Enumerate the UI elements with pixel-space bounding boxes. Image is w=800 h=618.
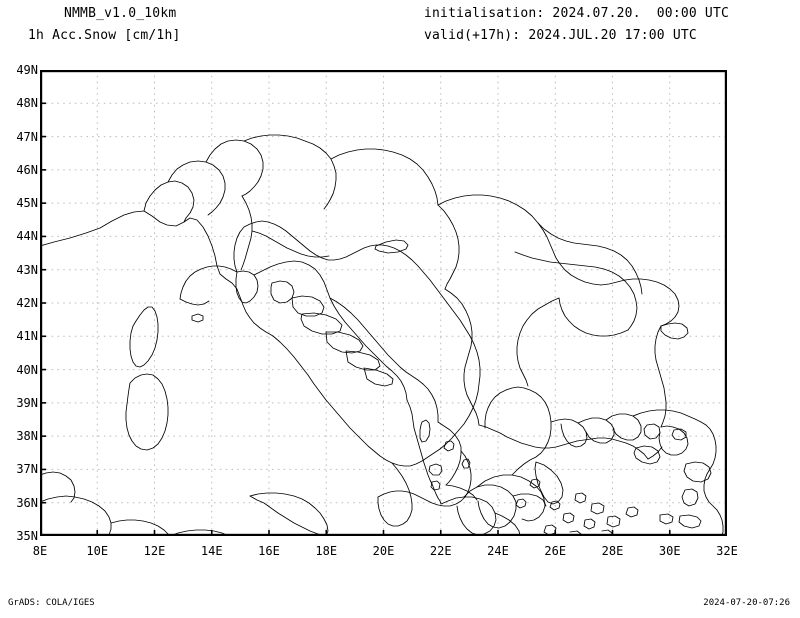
x-tick-label: 20E [372,544,395,558]
x-tick-label: 8E [32,544,48,558]
y-tick-label: 39N [16,395,38,410]
map-canvas [40,70,727,536]
gridlines [40,70,727,536]
grads-credit: GrADS: COLA/IGES [8,598,95,608]
field-title: 1h Acc.Snow [cm/1h] [28,28,181,43]
y-tick-label: 43N [16,262,38,277]
x-tick-label: 28E [601,544,624,558]
x-tick-label: 14E [200,544,223,558]
x-tick-label: 10E [86,544,109,558]
y-tick-label: 46N [16,162,38,177]
x-tick-label: 32E [716,544,738,558]
y-tick-label: 35N [16,529,38,543]
map-plot-area [40,70,727,536]
y-tick-label: 44N [16,229,38,244]
model-title: NMMB_v1.0_10km [64,6,177,21]
y-tick-label: 41N [16,329,38,344]
y-tick-label: 48N [16,96,38,111]
x-tick-label: 22E [429,544,452,558]
y-tick-label: 38N [16,429,38,444]
initialisation-time: initialisation: 2024.07.20. 00:00 UTC [424,6,730,21]
geography-layer [40,134,724,536]
y-tick-label: 49N [16,63,38,77]
y-tick-label: 36N [16,495,38,510]
x-tick-label: 30E [658,544,681,558]
x-tick-label: 12E [143,544,166,558]
valid-time: valid(+17h): 2024.JUL.20 17:00 UTC [424,28,697,43]
x-tick-label: 18E [315,544,338,558]
y-tick-label: 37N [16,462,38,477]
render-timestamp: 2024-07-20-07:26 [703,598,790,608]
y-tick-label: 47N [16,129,38,144]
y-axis: 35N 36N 37N 38N 39N 40N 41N 42N 43N 44N 45N 46N 47N 4… [0,0,38,618]
x-tick-label: 26E [544,544,567,558]
y-tick-label: 45N [16,196,38,211]
y-tick-label: 42N [16,296,38,310]
plot-frame [40,70,727,536]
x-tick-label: 24E [487,544,509,558]
x-tick-label: 16E [258,544,280,558]
y-tick-label: 40N [16,362,38,377]
